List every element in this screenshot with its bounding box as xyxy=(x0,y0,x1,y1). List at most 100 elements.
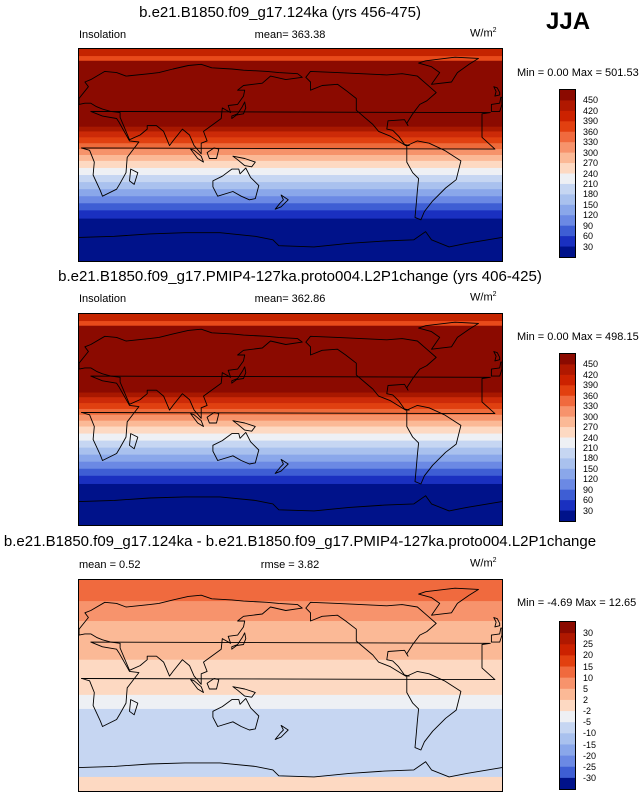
colorbar-tick-label: -30 xyxy=(583,772,597,783)
map-contour-band xyxy=(79,694,502,710)
coastline xyxy=(493,351,501,362)
colorbar-swatch xyxy=(560,204,575,216)
map-contour-band xyxy=(79,325,502,394)
colorbar-tick-label: -20 xyxy=(583,750,597,761)
colorbar-tick-label: -2 xyxy=(583,706,592,717)
colorbar-tick-label: 390 xyxy=(583,380,599,391)
colorbar-tick-label: 270 xyxy=(583,158,599,169)
map-contour-band xyxy=(79,126,502,133)
colorbar-swatch xyxy=(560,622,575,634)
coastline xyxy=(232,420,256,432)
map-contour-band xyxy=(79,433,502,442)
panel-2-map-svg xyxy=(79,314,502,525)
map-contour-band xyxy=(79,659,502,696)
colorbar-swatch xyxy=(560,354,575,365)
coastline xyxy=(493,617,501,628)
panel-1-map-svg xyxy=(79,49,502,261)
map-contour-band xyxy=(79,60,502,128)
colorbar-tick-label: 360 xyxy=(583,126,599,137)
panel-3-minmax-label: Min = -4.69 Max = 12.65 xyxy=(517,597,637,609)
colorbar-swatch xyxy=(560,246,575,257)
coastline xyxy=(79,63,303,155)
map-contour-band xyxy=(79,414,502,422)
coastline xyxy=(305,335,437,411)
colorbar-swatch xyxy=(560,447,575,459)
map-contour-band xyxy=(79,196,502,204)
map-contour-band xyxy=(79,447,502,456)
colorbar-swatch xyxy=(560,385,575,397)
panel-1-mean-label: mean= 363.38 xyxy=(254,29,326,41)
colorbar-swatch xyxy=(560,777,575,789)
colorbar-tick-label: 10 xyxy=(583,672,594,683)
colorbar-swatch xyxy=(560,744,575,757)
panel-3-map-svg xyxy=(79,580,502,791)
map-contour-band xyxy=(79,420,502,428)
map-contour-band xyxy=(79,426,502,435)
map-contour-band xyxy=(79,454,502,463)
colorbar-swatch xyxy=(560,711,575,723)
panel-2-colorbar xyxy=(559,353,576,522)
map-contour-band xyxy=(79,49,502,57)
colorbar-swatch xyxy=(560,163,575,174)
colorbar-swatch xyxy=(560,666,575,679)
colorbar-tick-label: 210 xyxy=(583,442,599,453)
colorbar-tick-label: -15 xyxy=(583,739,597,750)
panel-2-units-label: W/m2 xyxy=(470,291,497,304)
colorbar-swatch xyxy=(560,131,575,143)
coastline xyxy=(418,587,479,616)
coastline xyxy=(490,627,502,643)
panel-3-title: b.e21.B1850.f09_g17.124ka - b.e21.B1850.… xyxy=(3,533,597,550)
colorbar-swatch xyxy=(560,489,575,501)
map-contour-band xyxy=(79,160,502,169)
colorbar-tick-label: 30 xyxy=(583,505,594,516)
colorbar-swatch xyxy=(560,90,575,101)
colorbar-swatch xyxy=(560,699,575,712)
colorbar-swatch xyxy=(560,468,575,480)
colorbar-swatch xyxy=(560,766,575,779)
map-contour-band xyxy=(79,143,502,150)
colorbar-tick-label: 420 xyxy=(583,369,599,380)
colorbar-tick-label: 25 xyxy=(583,639,594,650)
colorbar-swatch xyxy=(560,194,575,206)
colorbar-tick-label: 150 xyxy=(583,463,599,474)
map-contour-band xyxy=(79,392,502,398)
panel-2-minmax-label: Min = 0.00 Max = 498.15 xyxy=(517,331,639,343)
colorbar-tick-label: 120 xyxy=(583,474,599,485)
map-contour-band xyxy=(79,580,502,602)
coastline xyxy=(79,495,502,512)
colorbar-tick-label: 150 xyxy=(583,199,599,210)
panel-2-title: b.e21.B1850.f09_g17.PMIP4-127ka.proto004… xyxy=(58,268,542,285)
colorbar-swatch xyxy=(560,406,575,418)
colorbar-swatch xyxy=(560,755,575,768)
coastline xyxy=(212,431,260,465)
colorbar-tick-label: 30 xyxy=(583,628,594,639)
coastline xyxy=(212,167,260,201)
colorbar-swatch xyxy=(560,722,575,734)
colorbar-swatch xyxy=(560,225,575,237)
map-contour-band xyxy=(79,440,502,449)
map-contour-band xyxy=(79,175,502,183)
coastline xyxy=(80,641,496,727)
coastline xyxy=(206,147,220,159)
colorbar-swatch xyxy=(560,152,575,164)
colorbar-swatch xyxy=(560,374,575,386)
colorbar-tick-label: 420 xyxy=(583,105,599,116)
colorbar-tick-label: 30 xyxy=(583,241,594,252)
coastline xyxy=(490,361,502,377)
coastline xyxy=(190,148,204,163)
panel-1-title: b.e21.B1850.f09_g17.124ka (yrs 456-475) xyxy=(139,4,421,21)
colorbar-swatch xyxy=(560,183,575,195)
panel-1-colorbar xyxy=(559,89,576,258)
map-contour-band xyxy=(79,321,502,327)
map-contour-band xyxy=(79,155,502,162)
panel-3-units-label: W/m2 xyxy=(470,557,497,570)
map-contour-band xyxy=(79,708,502,778)
panel-3-colorbar xyxy=(559,621,576,790)
colorbar-tick-label: 120 xyxy=(583,210,599,221)
coastline xyxy=(231,101,247,119)
map-contour-band xyxy=(79,182,502,190)
map-contour-band xyxy=(79,468,502,477)
colorbar-tick-label: 330 xyxy=(583,401,599,412)
panel-3-rmse-label: rmse = 3.82 xyxy=(260,559,320,571)
colorbar-tick-label: 180 xyxy=(583,189,599,200)
